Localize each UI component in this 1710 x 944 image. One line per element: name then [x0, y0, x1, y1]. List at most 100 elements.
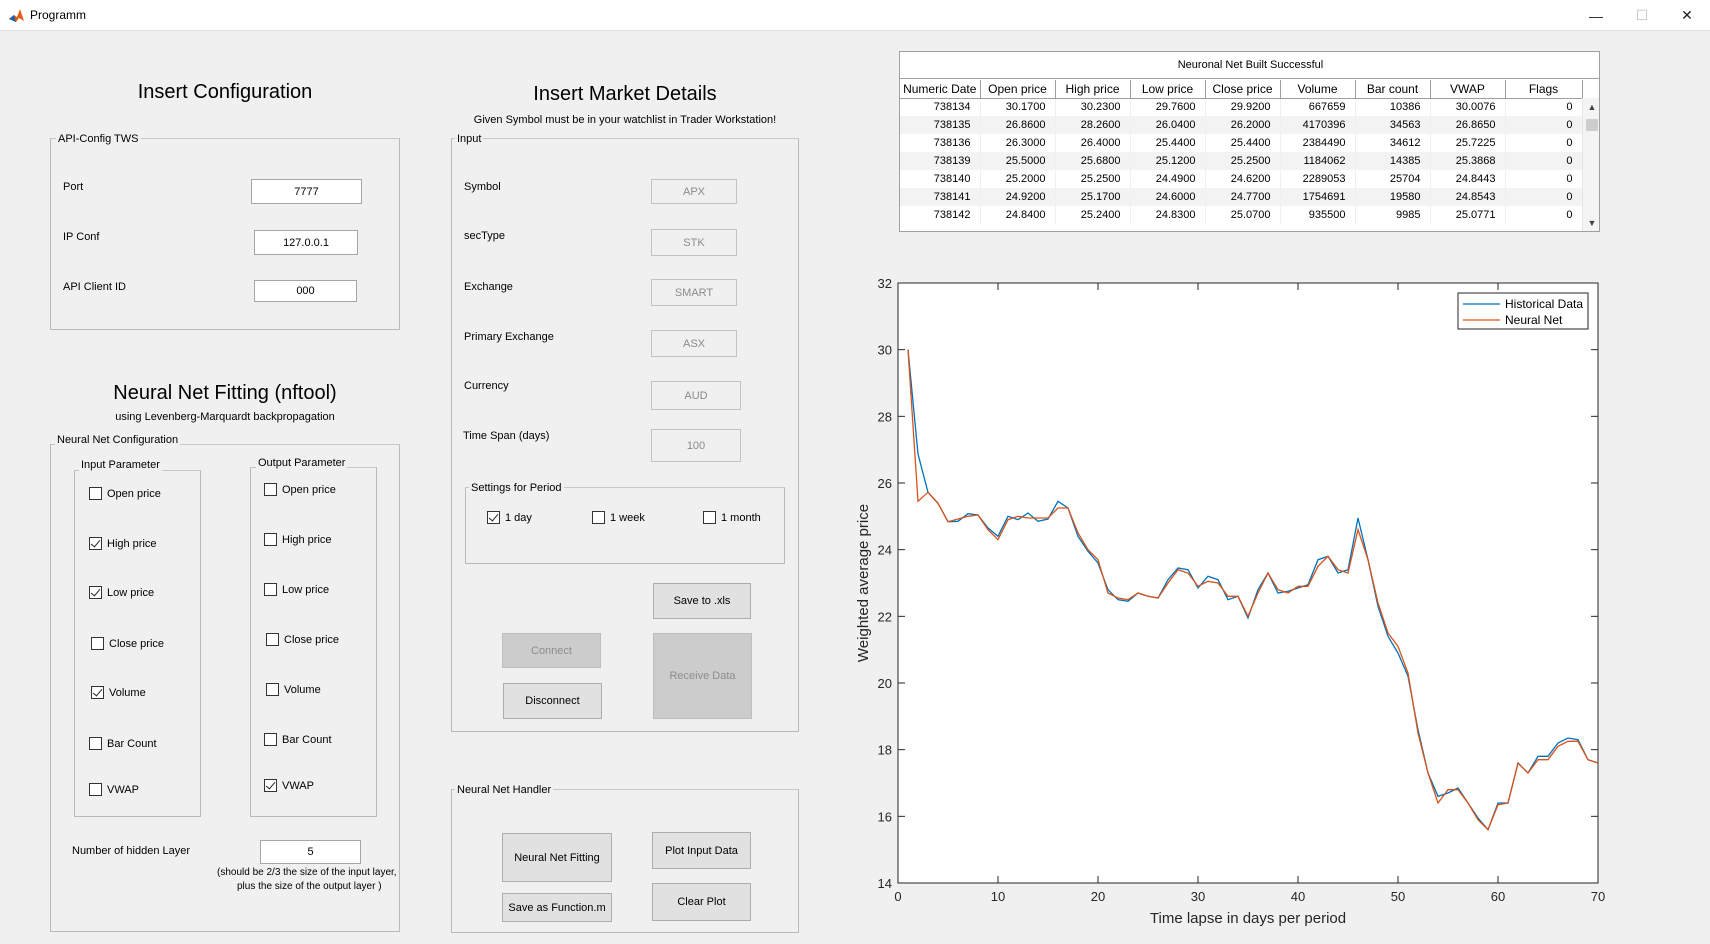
table-cell[interactable]: 26.2000: [1205, 116, 1281, 134]
table-cell[interactable]: 738134: [900, 98, 981, 116]
table-cell[interactable]: 9985: [1355, 206, 1431, 224]
table-cell[interactable]: 30.2300: [1055, 98, 1131, 116]
plot-input-data-button[interactable]: Plot Input Data: [652, 832, 751, 869]
input-volume-checkbox[interactable]: Volume: [91, 686, 146, 699]
maximize-button[interactable]: ☐: [1619, 0, 1665, 31]
table-cell[interactable]: 28.2600: [1055, 116, 1131, 134]
table-cell[interactable]: 25.2500: [1205, 152, 1281, 170]
column-header[interactable]: Numeric Date: [900, 80, 981, 99]
checkbox-box[interactable]: [89, 586, 102, 599]
column-header[interactable]: Open price: [980, 80, 1056, 99]
table-cell[interactable]: 738135: [900, 116, 981, 134]
input-open-price-checkbox[interactable]: Open price: [89, 487, 161, 500]
output-vwap-checkbox[interactable]: VWAP: [264, 779, 314, 792]
checkbox-box[interactable]: [89, 783, 102, 796]
output-high-price-checkbox[interactable]: High price: [264, 533, 332, 546]
table-row[interactable]: 738140 25.2000 25.2500 24.4900 24.6200 228905…: [900, 170, 1583, 188]
column-header[interactable]: High price: [1055, 80, 1131, 99]
table-cell[interactable]: 0: [1505, 134, 1583, 152]
checkbox-box[interactable]: [487, 511, 500, 524]
output-close-price-checkbox[interactable]: Close price: [266, 633, 339, 646]
period-1-week-checkbox[interactable]: 1 week: [592, 511, 645, 524]
table-cell[interactable]: 34612: [1355, 134, 1431, 152]
output-bar-count-checkbox[interactable]: Bar Count: [264, 733, 332, 746]
input-high-price-checkbox[interactable]: High price: [89, 537, 157, 550]
table-cell[interactable]: 738136: [900, 134, 981, 152]
table-cell[interactable]: 2384490: [1280, 134, 1356, 152]
minimize-button[interactable]: —: [1573, 0, 1619, 31]
table-cell[interactable]: 14385: [1355, 152, 1431, 170]
table-cell[interactable]: 1184062: [1280, 152, 1356, 170]
table-cell[interactable]: 25.4400: [1130, 134, 1206, 152]
neural-net-fitting-button[interactable]: Neural Net Fitting: [502, 833, 612, 882]
table-cell[interactable]: 34563: [1355, 116, 1431, 134]
table-cell[interactable]: 24.8543: [1430, 188, 1506, 206]
period-1-month-checkbox[interactable]: 1 month: [703, 511, 761, 524]
table-cell[interactable]: 1754691: [1280, 188, 1356, 206]
checkbox-box[interactable]: [592, 511, 605, 524]
table-row[interactable]: 738141 24.9200 25.1700 24.6000 24.7700 175469…: [900, 188, 1583, 206]
table-cell[interactable]: 935500: [1280, 206, 1356, 224]
save-xls-button[interactable]: Save to .xls: [653, 583, 751, 619]
table-cell[interactable]: 29.7600: [1130, 98, 1206, 116]
currency-input[interactable]: AUD: [651, 381, 741, 410]
input-bar-count-checkbox[interactable]: Bar Count: [89, 737, 157, 750]
scrollbar-thumb[interactable]: [1586, 119, 1598, 131]
column-header[interactable]: Flags: [1505, 80, 1583, 99]
table-cell[interactable]: 24.6200: [1205, 170, 1281, 188]
table-cell[interactable]: 25.1200: [1130, 152, 1206, 170]
table-cell[interactable]: 25.7225: [1430, 134, 1506, 152]
checkbox-box[interactable]: [264, 533, 277, 546]
checkbox-box[interactable]: [264, 779, 277, 792]
table-cell[interactable]: 26.0400: [1130, 116, 1206, 134]
table-cell[interactable]: 29.9200: [1205, 98, 1281, 116]
table-row[interactable]: 738139 25.5000 25.6800 25.1200 25.2500 118406…: [900, 152, 1583, 170]
checkbox-box[interactable]: [264, 483, 277, 496]
table-cell[interactable]: 738140: [900, 170, 981, 188]
close-button[interactable]: ✕: [1664, 0, 1710, 31]
connect-button[interactable]: Connect: [502, 633, 601, 668]
table-cell[interactable]: 24.4900: [1130, 170, 1206, 188]
checkbox-box[interactable]: [89, 537, 102, 550]
table-cell[interactable]: 25.0771: [1430, 206, 1506, 224]
table-cell[interactable]: 0: [1505, 188, 1583, 206]
table-cell[interactable]: 24.8300: [1130, 206, 1206, 224]
column-header[interactable]: Bar count: [1355, 80, 1431, 99]
checkbox-box[interactable]: [703, 511, 716, 524]
table-cell[interactable]: 738139: [900, 152, 981, 170]
table-cell[interactable]: 24.9200: [980, 188, 1056, 206]
table-row[interactable]: 738135 26.8600 28.2600 26.0400 26.2000 417039…: [900, 116, 1583, 134]
disconnect-button[interactable]: Disconnect: [503, 683, 602, 719]
checkbox-box[interactable]: [91, 637, 104, 650]
table-cell[interactable]: 10386: [1355, 98, 1431, 116]
save-function-button[interactable]: Save as Function.m: [502, 893, 612, 922]
checkbox-box[interactable]: [264, 733, 277, 746]
checkbox-box[interactable]: [91, 686, 104, 699]
table-cell[interactable]: 25.3868: [1430, 152, 1506, 170]
input-vwap-checkbox[interactable]: VWAP: [89, 783, 139, 796]
table-cell[interactable]: 0: [1505, 206, 1583, 224]
results-table[interactable]: Neuronal Net Built Successful Numeric Da…: [899, 51, 1600, 232]
symbol-input[interactable]: APX: [651, 179, 737, 204]
table-cell[interactable]: 26.8600: [980, 116, 1056, 134]
table-cell[interactable]: 25.2400: [1055, 206, 1131, 224]
table-cell[interactable]: 26.8650: [1430, 116, 1506, 134]
table-cell[interactable]: 25.1700: [1055, 188, 1131, 206]
table-cell[interactable]: 26.4000: [1055, 134, 1131, 152]
price-chart[interactable]: 0 10 20 30 40 50 60 70 14 16 18 20 22 24 26 28 30 32 Time …: [840, 270, 1620, 930]
exchange-input[interactable]: SMART: [651, 279, 737, 306]
table-cell[interactable]: 24.8443: [1430, 170, 1506, 188]
checkbox-box[interactable]: [266, 633, 279, 646]
table-cell[interactable]: 30.1700: [980, 98, 1056, 116]
table-cell[interactable]: 24.6000: [1130, 188, 1206, 206]
table-cell[interactable]: 738141: [900, 188, 981, 206]
column-header[interactable]: Volume: [1280, 80, 1356, 99]
table-vertical-scrollbar[interactable]: ▲ ▼: [1582, 98, 1599, 231]
ip-input[interactable]: 127.0.0.1: [254, 230, 358, 255]
table-cell[interactable]: 24.7700: [1205, 188, 1281, 206]
table-cell[interactable]: 2289053: [1280, 170, 1356, 188]
table-cell[interactable]: 0: [1505, 152, 1583, 170]
input-low-price-checkbox[interactable]: Low price: [89, 586, 154, 599]
primary-exchange-input[interactable]: ASX: [651, 330, 737, 357]
table-cell[interactable]: 25704: [1355, 170, 1431, 188]
